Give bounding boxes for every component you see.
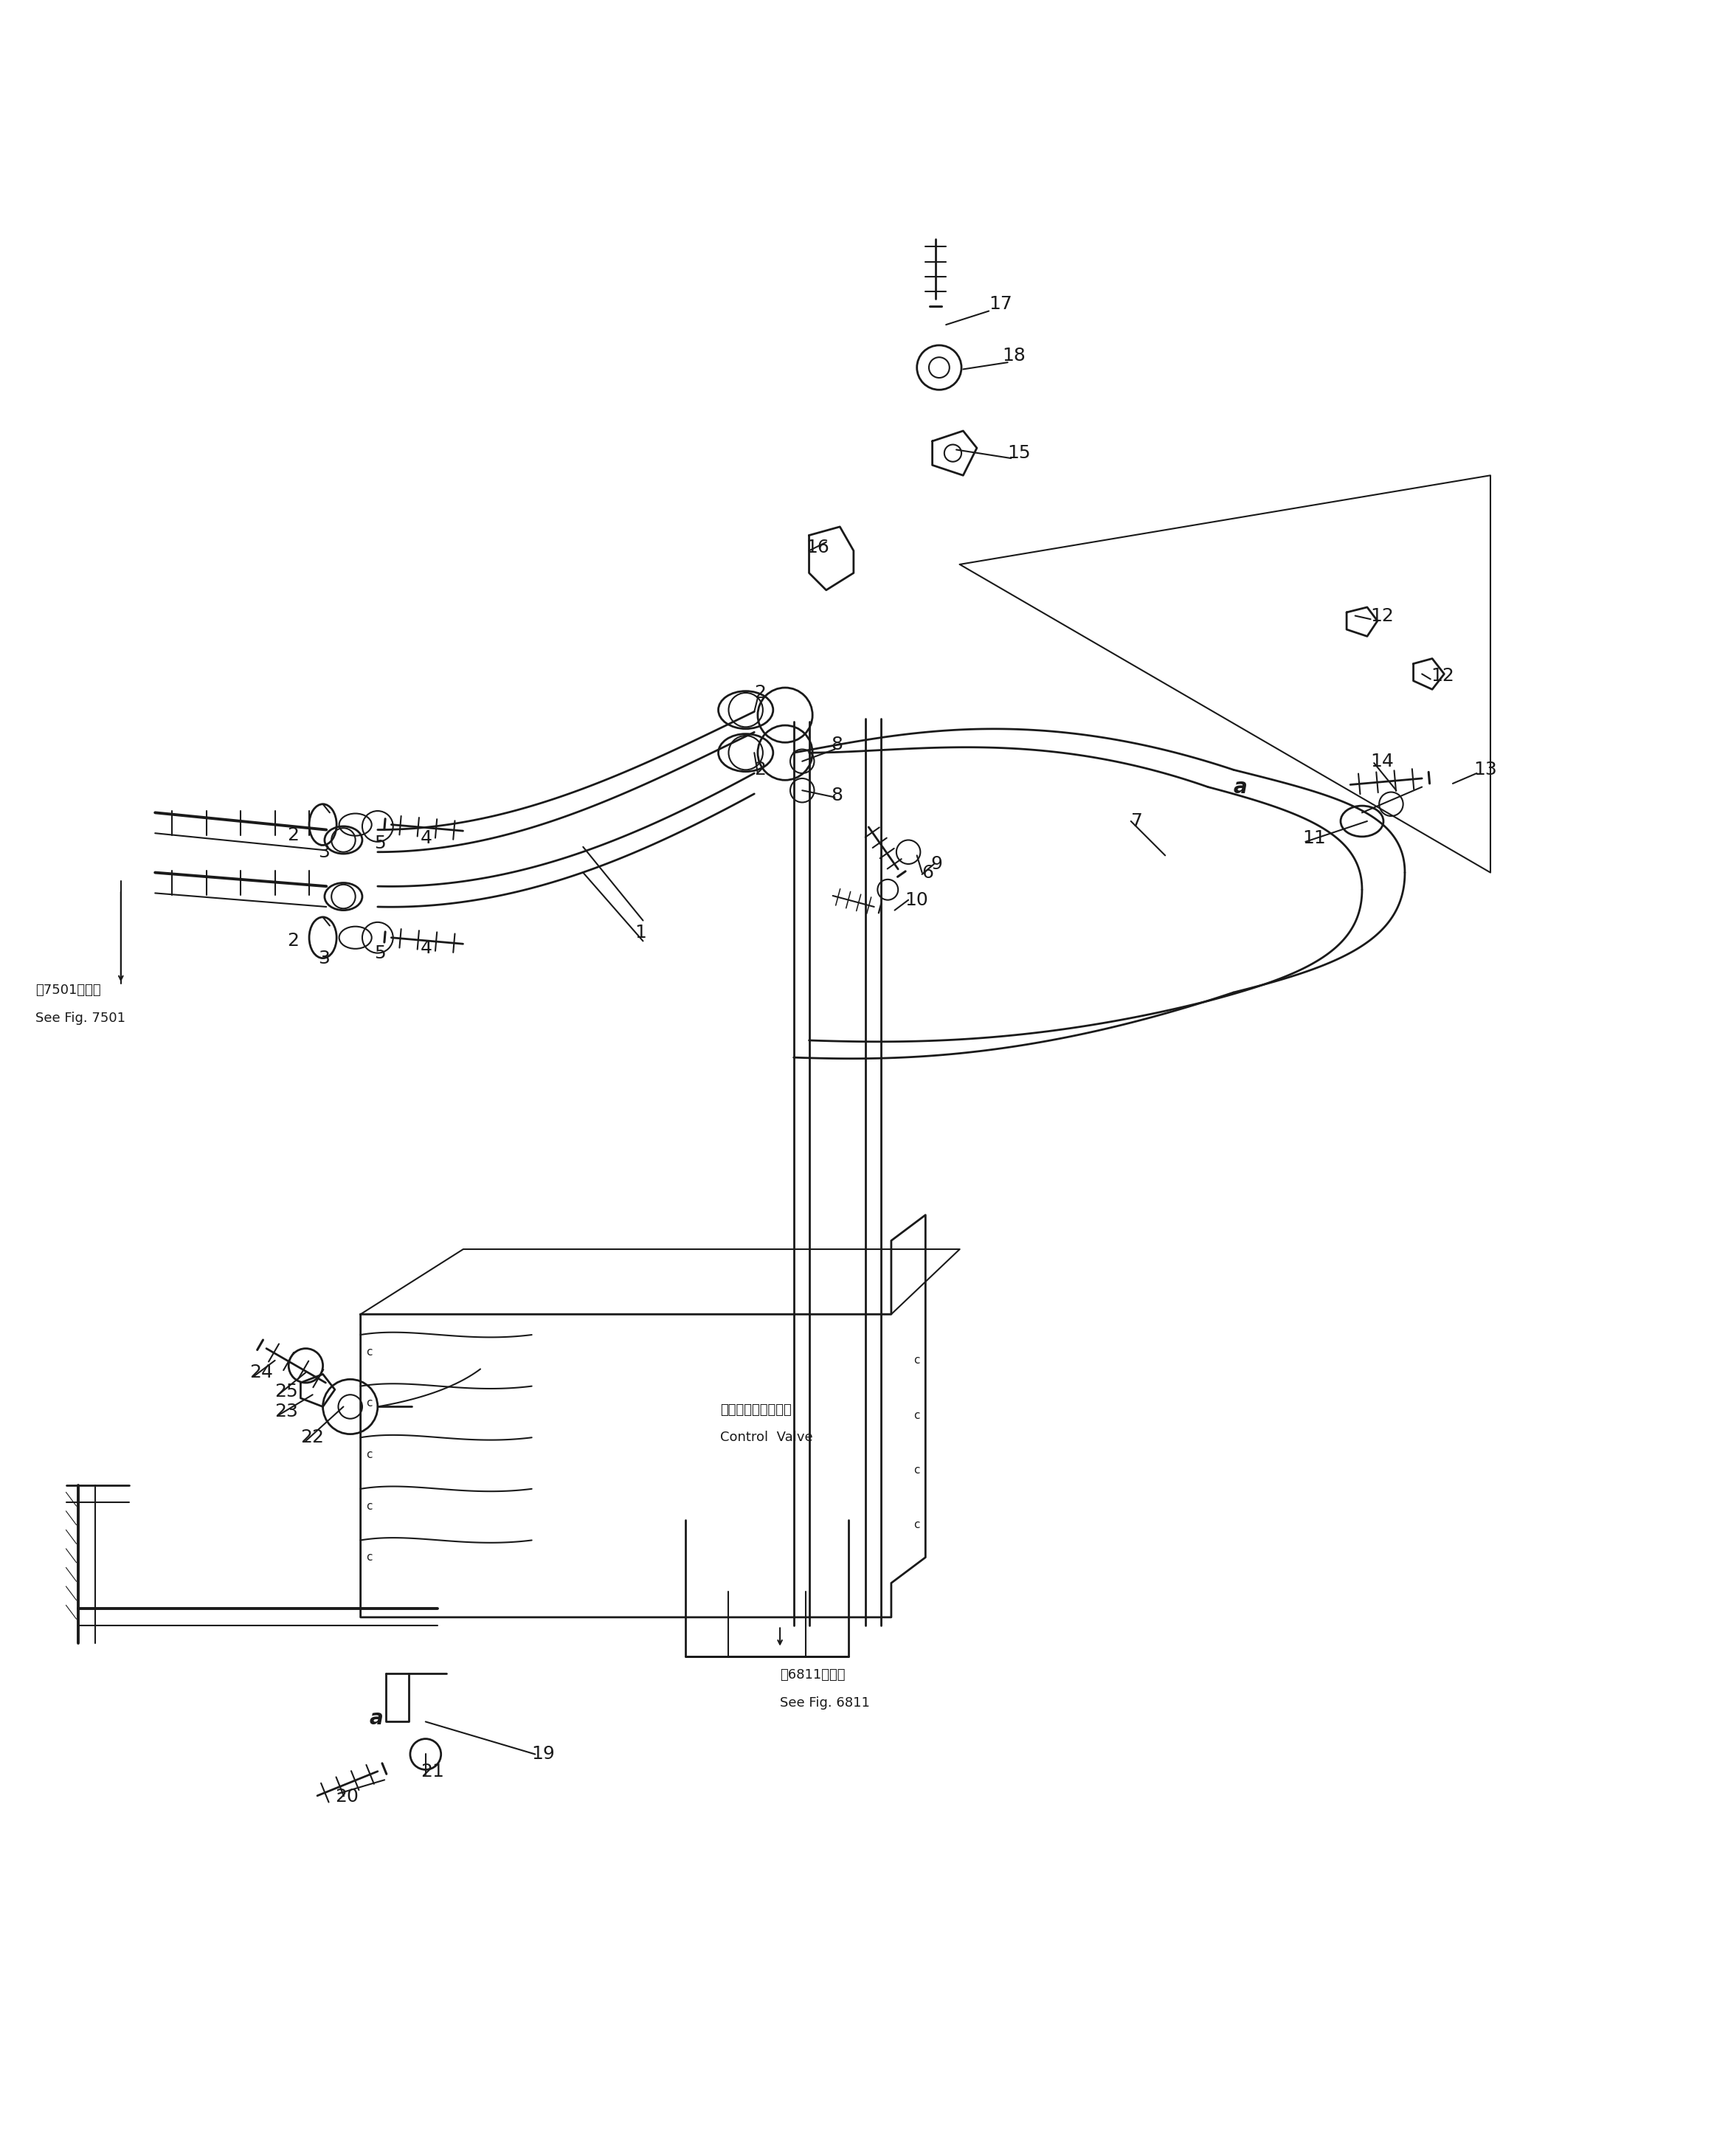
Text: 19: 19 [531,1746,555,1764]
Text: 10: 10 [905,890,929,910]
Text: c: c [367,1345,372,1358]
Text: 21: 21 [420,1761,444,1781]
Text: 13: 13 [1474,761,1496,778]
Text: c: c [914,1464,920,1475]
Text: 12: 12 [1371,606,1393,625]
Text: 17: 17 [989,295,1013,313]
Text: c: c [914,1354,920,1367]
Text: 18: 18 [1003,347,1027,364]
Text: 第7501図参照: 第7501図参照 [36,983,101,996]
Text: 16: 16 [806,539,830,556]
Text: Control  Valve: Control Valve [720,1432,812,1445]
Text: c: c [367,1449,372,1460]
Text: 5: 5 [374,834,386,852]
Text: 8: 8 [831,735,843,752]
Text: 2: 2 [286,826,298,843]
Text: c: c [914,1520,920,1531]
Text: 24: 24 [249,1363,273,1382]
Text: a: a [369,1708,382,1729]
Text: See Fig. 7501: See Fig. 7501 [36,1011,125,1024]
Text: 7: 7 [1131,813,1143,830]
Text: 23: 23 [274,1404,298,1421]
Text: 5: 5 [374,944,386,962]
Text: 2: 2 [286,931,298,951]
Text: 6: 6 [922,865,934,882]
Text: c: c [367,1397,372,1408]
Text: 9: 9 [931,856,943,873]
Text: c: c [367,1501,372,1511]
Text: 12: 12 [1431,666,1453,686]
Text: 4: 4 [420,830,432,847]
Text: 3: 3 [317,949,329,968]
Text: 15: 15 [1008,444,1032,461]
Text: 8: 8 [831,787,843,804]
Text: 11: 11 [1303,830,1325,847]
Text: 第6811図参照: 第6811図参照 [780,1669,845,1682]
Text: 4: 4 [420,940,432,957]
Text: c: c [367,1552,372,1563]
Text: 3: 3 [317,843,329,860]
Text: See Fig. 6811: See Fig. 6811 [780,1697,871,1710]
Text: a: a [1234,776,1248,798]
Text: 25: 25 [274,1382,298,1399]
Text: コントロールバルブ: コントロールバルブ [720,1404,792,1416]
Text: 1: 1 [634,923,646,942]
Text: 20: 20 [334,1787,358,1807]
Text: 14: 14 [1371,752,1393,770]
Text: c: c [914,1410,920,1421]
Text: 22: 22 [300,1429,324,1447]
Text: 2: 2 [754,683,766,701]
Text: 2: 2 [754,761,766,778]
